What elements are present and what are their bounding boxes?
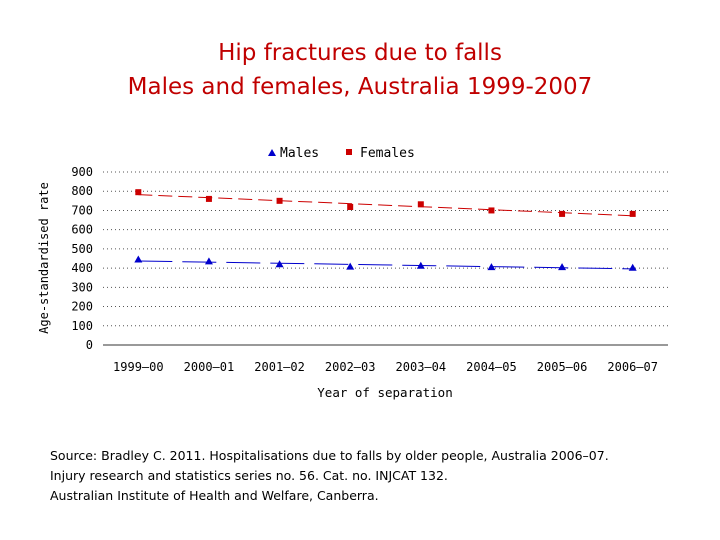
- source-line3: Australian Institute of Health and Welfa…: [50, 488, 379, 503]
- y-tick-label: 100: [71, 319, 93, 333]
- data-point-males: [628, 263, 637, 271]
- x-tick-label: 2001–02: [254, 360, 305, 374]
- data-point-males: [416, 261, 425, 269]
- x-tick-label: 2002–03: [325, 360, 376, 374]
- data-point-males: [134, 255, 143, 263]
- line-chart: Males Females 0 100 200 300 400 500 600 700 800 9…: [37, 146, 668, 400]
- data-point-males: [204, 257, 213, 265]
- chart-title: Hip fractures due to falls Males and fem…: [0, 36, 720, 104]
- y-tick-label: 800: [71, 184, 93, 198]
- y-tick-label: 300: [71, 280, 93, 294]
- y-axis-label: Age-standardised rate: [37, 182, 51, 334]
- y-tick-label: 500: [71, 242, 93, 256]
- x-tick-label: 2003–04: [396, 360, 447, 374]
- data-point-females: [347, 203, 354, 210]
- x-tick-label: 2005–06: [537, 360, 588, 374]
- y-tick-label: 200: [71, 300, 93, 314]
- source-note: Source: Bradley C. 2011. Hospitalisation…: [50, 446, 690, 506]
- y-tick-label: 0: [86, 338, 93, 352]
- y-tick-labels: 0 100 200 300 400 500 600 700 800 900: [71, 165, 93, 352]
- y-tick-label: 400: [71, 261, 93, 275]
- data-markers: [134, 189, 637, 271]
- legend-marker-females: [346, 149, 352, 155]
- source-line1: Source: Bradley C. 2011. Hospitalisation…: [50, 448, 609, 463]
- data-point-females: [629, 210, 636, 217]
- legend-label-females: Females: [360, 146, 415, 161]
- source-line2: Injury research and statistics series no…: [50, 468, 448, 483]
- trend-lines: [138, 194, 633, 270]
- trend-line-females: [138, 194, 633, 217]
- x-tick-label: 2000–01: [184, 360, 235, 374]
- trend-line-males: [138, 260, 633, 270]
- data-point-females: [205, 195, 212, 202]
- legend: Males Females: [268, 146, 415, 161]
- data-point-males: [487, 263, 496, 271]
- chart-title-line1: Hip fractures due to falls: [218, 40, 502, 66]
- data-point-males: [346, 262, 355, 270]
- y-tick-label: 900: [71, 165, 93, 179]
- x-tick-label: 2006–07: [607, 360, 658, 374]
- x-tick-labels: 1999–00 2000–01 2001–02 2002–03 2003–04 2004–…: [113, 360, 658, 374]
- x-tick-label: 2004–05: [466, 360, 517, 374]
- y-tick-label: 600: [71, 223, 93, 237]
- data-point-females: [488, 207, 495, 214]
- x-tick-label: 1999–00: [113, 360, 164, 374]
- x-axis-label: Year of separation: [317, 385, 452, 400]
- y-tick-label: 700: [71, 203, 93, 217]
- legend-marker-males: [268, 149, 276, 156]
- legend-label-males: Males: [280, 146, 319, 161]
- data-point-males: [558, 263, 567, 271]
- chart-title-line2: Males and females, Australia 1999-2007: [127, 74, 593, 100]
- gridlines: [103, 171, 668, 346]
- data-point-females: [559, 210, 566, 217]
- data-point-females: [417, 201, 424, 208]
- data-point-females: [276, 197, 283, 204]
- data-point-females: [135, 189, 142, 196]
- data-point-males: [275, 260, 284, 268]
